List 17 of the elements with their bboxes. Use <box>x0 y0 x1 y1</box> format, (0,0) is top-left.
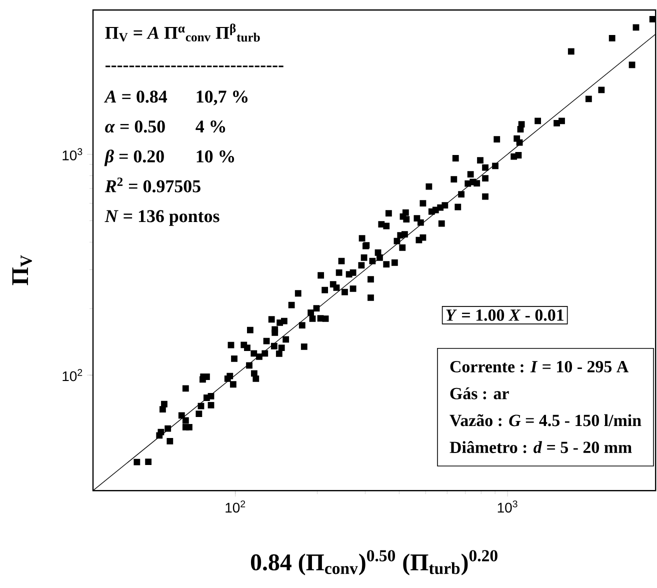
annotation: Vazão : G = 4.5 - 150 l/min <box>450 414 642 426</box>
annotation: 10 % <box>196 150 234 163</box>
annotation: Corrente : I = 10 - 295 A <box>450 360 629 372</box>
y-axis-title: Π$_{V}$ <box>12 255 32 286</box>
annotation: 4 % <box>196 120 226 133</box>
annotation: A = 0.84 <box>104 90 168 103</box>
annotation: N = 136 pontos <box>104 210 220 226</box>
annotation: ------------------------------ <box>106 66 284 68</box>
x-axis-title: 0.84 (Π$_{conv}$)$^{0.50}$ (Π$_{turb}$)$^{0.20}$ <box>250 550 498 576</box>
annotation: Y = 1.00 X - 0.01 <box>446 309 564 321</box>
annotation: Diâmetro : d = 5 - 20 mm <box>450 440 632 454</box>
annotation: β = 0.20 <box>104 150 164 166</box>
text: Π$_{V}$ = A Π$^{α}$$_{conv}$ Π$^{β}$turb <box>105 24 260 42</box>
annotation: α = 0.50 <box>105 120 165 133</box>
annotation: R$^{2}$ = 0.97505 <box>104 178 200 192</box>
annotation: Gás : ar <box>450 387 509 400</box>
annotation: 10,7 % <box>196 90 248 106</box>
